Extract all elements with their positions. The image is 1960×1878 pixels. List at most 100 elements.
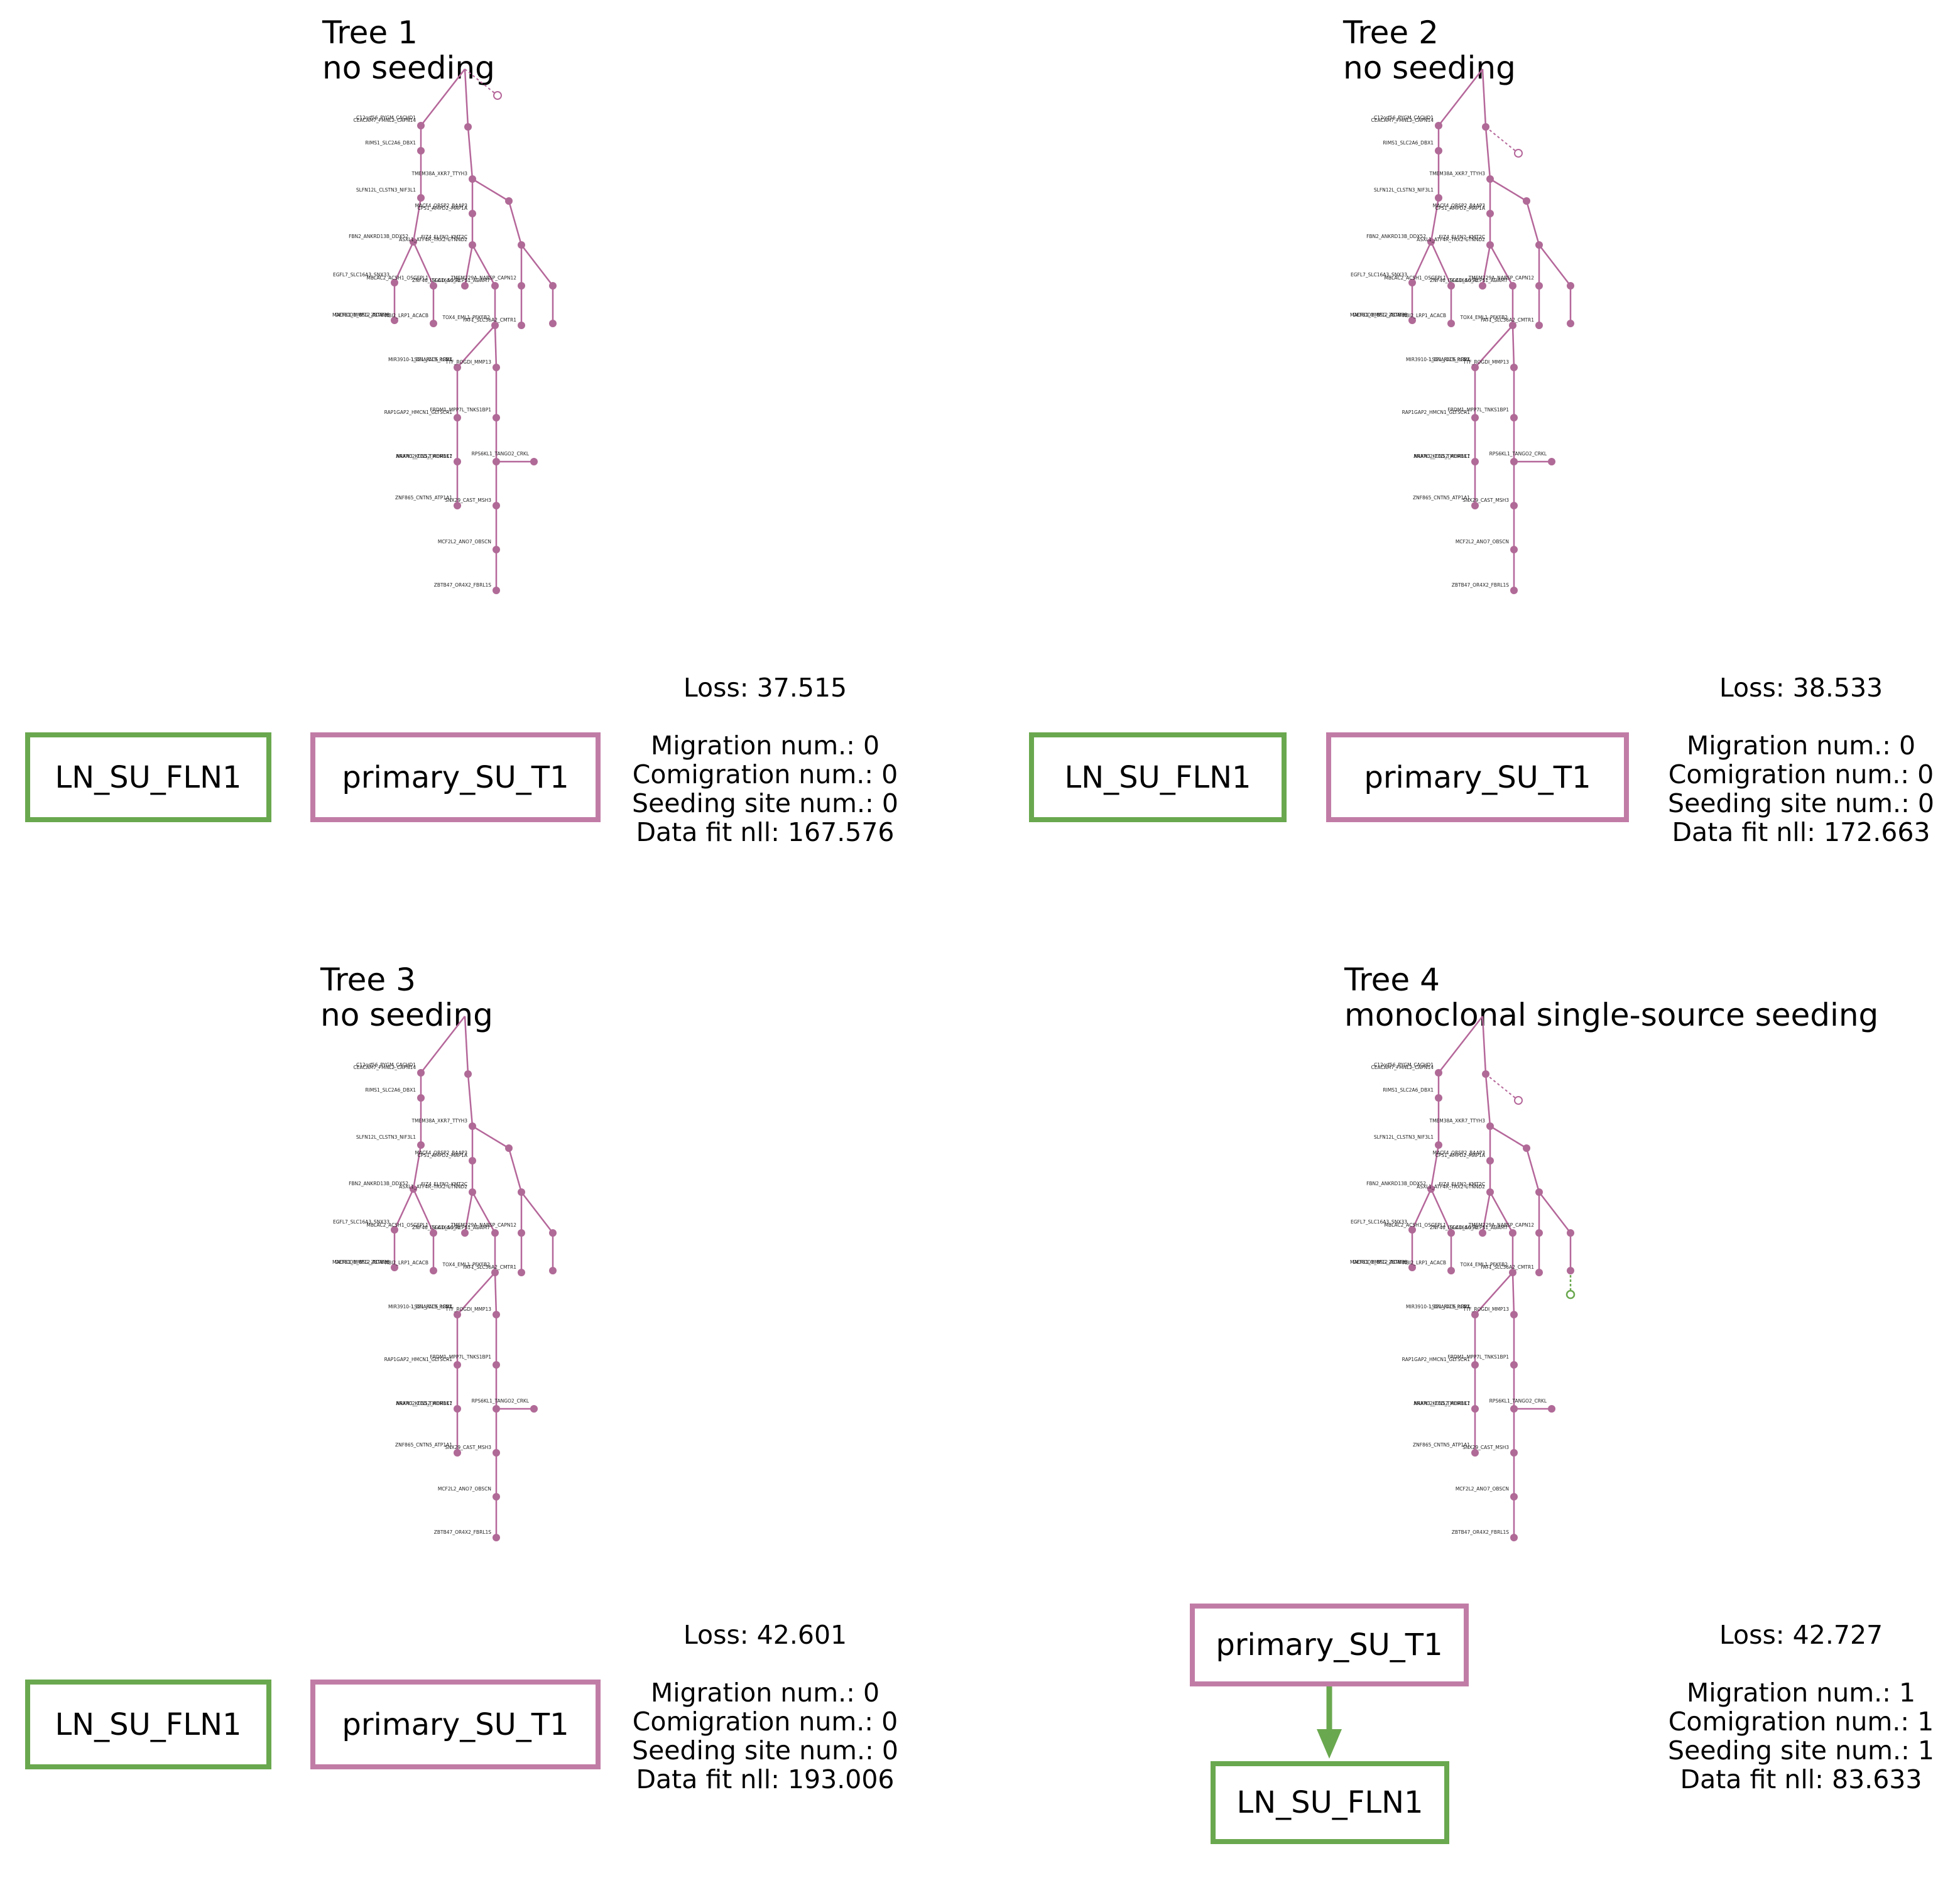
tree-edge bbox=[1438, 1016, 1483, 1073]
clone-label: MACF4_ORSP2_BAAP3 bbox=[415, 203, 468, 209]
tree-edge bbox=[1511, 1272, 1515, 1315]
site-box-metastasis: LN_SU_FLN1 bbox=[1211, 1761, 1449, 1844]
clone-node bbox=[1548, 458, 1555, 465]
seeding-pattern: monoclonal single-source seeding bbox=[1344, 997, 1879, 1033]
tree-edge bbox=[467, 1073, 474, 1127]
tree-title: Tree 2 bbox=[1343, 14, 1439, 51]
clone-label: RAP1GAP2_HMCN1_GLTSCR1 bbox=[384, 410, 453, 415]
migration-num: Migration num.: 0 bbox=[650, 730, 880, 761]
comigration-num: Comigration num.: 0 bbox=[632, 759, 898, 790]
clone-node bbox=[391, 1226, 398, 1234]
clone-label: SNX29_CAST_MSH3 bbox=[1462, 497, 1509, 503]
clone-node bbox=[493, 502, 500, 509]
clone-node bbox=[1509, 1229, 1516, 1237]
clone-label: RPS6KL1_TANGO2_CRKL bbox=[1489, 1398, 1547, 1404]
clone-node bbox=[1567, 320, 1574, 327]
metastasis-clone-node bbox=[1565, 1289, 1576, 1300]
tree-edge bbox=[1538, 244, 1571, 286]
clone-node bbox=[391, 279, 398, 286]
tree-edge bbox=[412, 1144, 422, 1190]
seeding-pattern: no seeding bbox=[320, 997, 493, 1033]
clone-node bbox=[1408, 317, 1416, 324]
clone-node bbox=[1509, 1269, 1516, 1276]
clone-label: TOX4_EML1_PFKFB2 bbox=[1459, 315, 1508, 320]
clone-label: ANAPC2_FCD_TMEM117 bbox=[396, 453, 452, 459]
clone-node bbox=[1435, 1141, 1442, 1149]
clone-node bbox=[493, 1493, 500, 1501]
clone-node bbox=[1510, 1493, 1518, 1501]
clone-node bbox=[518, 1188, 525, 1196]
clone-node bbox=[493, 364, 500, 371]
clone-node bbox=[1447, 1229, 1455, 1237]
migration-num: Migration num.: 1 bbox=[1686, 1678, 1916, 1708]
panel-title: Tree 1 no seeding bbox=[322, 15, 495, 85]
clone-node bbox=[1486, 1188, 1494, 1196]
clone-label: RPS6KL1_TANGO2_CRKL bbox=[472, 451, 530, 457]
tree-edge bbox=[1481, 1016, 1487, 1075]
clone-label: NRXN3_KCNS2_ADRBK1 bbox=[396, 453, 452, 459]
clone-label: NRXN3_KCNS2_ADRBK1 bbox=[396, 1401, 452, 1406]
clone-label: DEFB1_MMP12_ADAM6 bbox=[335, 312, 390, 318]
clone-label: ASXL1_ATF4R_TRX2-CTNND2 bbox=[1417, 1184, 1485, 1190]
tree-edge bbox=[508, 1148, 523, 1193]
tree-edge bbox=[1525, 200, 1540, 246]
clone-node bbox=[461, 282, 469, 290]
clone-label: ASXL1_ATF4R_TRX2-CTNND2 bbox=[399, 237, 467, 242]
tree-edge bbox=[1489, 1125, 1527, 1149]
clone-label: FRDM1_MPP7L_TNKS1BP1 bbox=[430, 1354, 491, 1360]
clone-label: ANAPC2_FCD_TMEM117 bbox=[396, 1401, 452, 1406]
clone-node bbox=[469, 1122, 476, 1130]
clone-node bbox=[454, 1405, 461, 1413]
clone-label: MACF4_ORSP2_BAAP3 bbox=[415, 1150, 468, 1156]
tree-edge bbox=[393, 241, 415, 283]
clone-label: TMEM38A_XKR7_TTYH3 bbox=[411, 1118, 468, 1124]
tree-edge bbox=[412, 197, 422, 242]
clone-label: ANAPC2_FCD_TMEM117 bbox=[1413, 453, 1470, 459]
site-box-primary: primary_SU_T1 bbox=[310, 1680, 601, 1769]
clone-node bbox=[430, 320, 437, 327]
tree-edge bbox=[1430, 1188, 1452, 1234]
clone-label: RIMS1_SLC2A6_DBX1 bbox=[365, 1087, 416, 1093]
clone-label: SNX29_CAST_MSH3 bbox=[1462, 1445, 1509, 1450]
dashed-edge bbox=[464, 68, 498, 96]
clone-label: TMEM38A_XKR7_TTYH3 bbox=[411, 171, 468, 176]
clone-node bbox=[1510, 364, 1518, 371]
tree-title: Tree 3 bbox=[320, 962, 416, 998]
clone-label: RIMS1_SLC2A6_DBX1 bbox=[365, 140, 416, 146]
migration-num: Migration num.: 0 bbox=[650, 1678, 880, 1708]
tree-edge bbox=[420, 1016, 466, 1073]
clone-node bbox=[493, 546, 500, 553]
clone-node bbox=[549, 1229, 557, 1237]
tree-panel-4: Tree 4 monoclonal single-source seeding … bbox=[980, 947, 1960, 1878]
clone-node bbox=[491, 1229, 499, 1237]
panel-title: Tree 4 monoclonal single-source seeding bbox=[1344, 962, 1878, 1033]
clone-label: SLC16A6_REPS1_ADAM7 bbox=[1450, 1225, 1508, 1230]
clone-label: NRXN3_KCNS2_ADRBK1 bbox=[1413, 1401, 1470, 1406]
clone-label: FAT1_SLC36A2_CMTR1 bbox=[463, 317, 516, 323]
tree-edge bbox=[412, 241, 435, 286]
clone-label: FIZ4_ELFN2_KMT2C bbox=[421, 234, 467, 240]
clone-node bbox=[1408, 279, 1416, 286]
tree-edge bbox=[1430, 241, 1452, 286]
clone-node bbox=[549, 1267, 557, 1274]
clone-label: TMEM229A_NABSP_CAPN12 bbox=[450, 1222, 517, 1228]
tree-edge bbox=[1411, 241, 1432, 283]
clone-label: ZBTB47_OR4X2_FBRL1S bbox=[434, 1529, 491, 1535]
data-fit-nll: Data fit nll: 193.006 bbox=[636, 1764, 895, 1794]
clone-label: RIMS1_SLC2A6_DBX1 bbox=[1383, 140, 1434, 146]
panel-title: Tree 2 no seeding bbox=[1343, 15, 1516, 85]
tree-edge bbox=[1538, 1191, 1571, 1234]
seeding-site-num: Seeding site num.: 0 bbox=[632, 788, 898, 818]
clone-label: ZNF46_ITGAD_SOS1 bbox=[1430, 278, 1478, 283]
clone-node bbox=[1427, 1185, 1435, 1193]
clone-node bbox=[1435, 1069, 1442, 1077]
clone-node bbox=[1486, 241, 1494, 249]
clone-node bbox=[1447, 320, 1455, 327]
clone-label: SLC16A6_REPS1_ADAM7 bbox=[432, 1225, 491, 1230]
tree-edge bbox=[1484, 1073, 1491, 1127]
clone-node bbox=[549, 320, 557, 327]
clone-label: TMEM229A_NABSP_CAPN12 bbox=[450, 275, 517, 281]
clone-node bbox=[1479, 282, 1486, 290]
clone-label: MACROD1_BSG_ZBTB38 bbox=[332, 1259, 389, 1265]
seeding-site-num: Seeding site num.: 1 bbox=[1668, 1735, 1934, 1766]
